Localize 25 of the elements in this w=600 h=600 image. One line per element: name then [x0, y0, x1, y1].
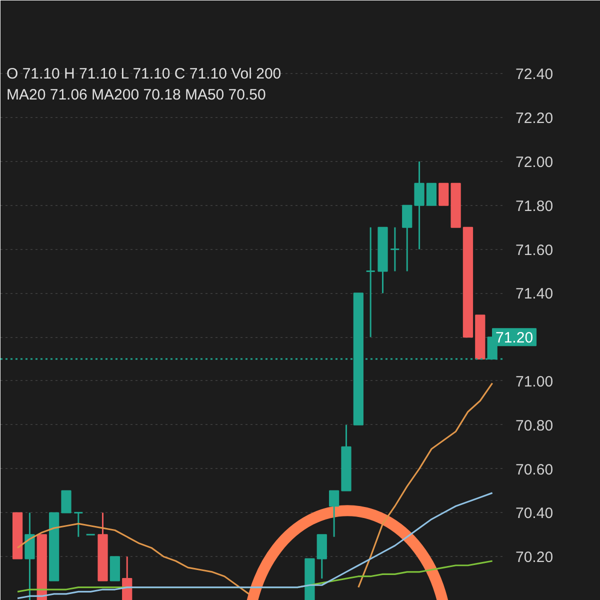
y-tick-label: 70.20 [516, 549, 554, 566]
candlestick [438, 182, 449, 206]
candlestick [329, 490, 340, 538]
y-tick-label: 71.80 [516, 198, 554, 215]
y-tick-label: 71.60 [516, 242, 554, 259]
candlestick [61, 490, 72, 514]
line-series [16, 492, 494, 600]
y-tick-label: 70.60 [516, 461, 554, 478]
candlestick [414, 160, 424, 250]
candlestick [366, 226, 376, 338]
y-tick-label: 72.00 [516, 154, 554, 171]
candlestick [402, 204, 412, 272]
y-tick-label: 70.40 [516, 505, 554, 522]
y-tick-label: 70.80 [516, 417, 554, 434]
candlestick [426, 182, 437, 206]
annotation: O 71.10 H 71.10 L 71.10 C 71.10 Vol 200 [6, 66, 282, 82]
y-tick-label: 71.00 [516, 373, 554, 390]
annotation: 71.20 [496, 330, 534, 347]
y-tick-label: 71.40 [516, 286, 554, 303]
y-tick-label: 72.40 [516, 66, 554, 84]
candlestick [73, 512, 84, 538]
candlestick [390, 226, 400, 272]
candlestick [122, 556, 132, 600]
annotation: MA20 71.06 MA200 70.18 MA50 70.50 [6, 86, 266, 104]
y-tick-label: 72.20 [516, 110, 554, 128]
